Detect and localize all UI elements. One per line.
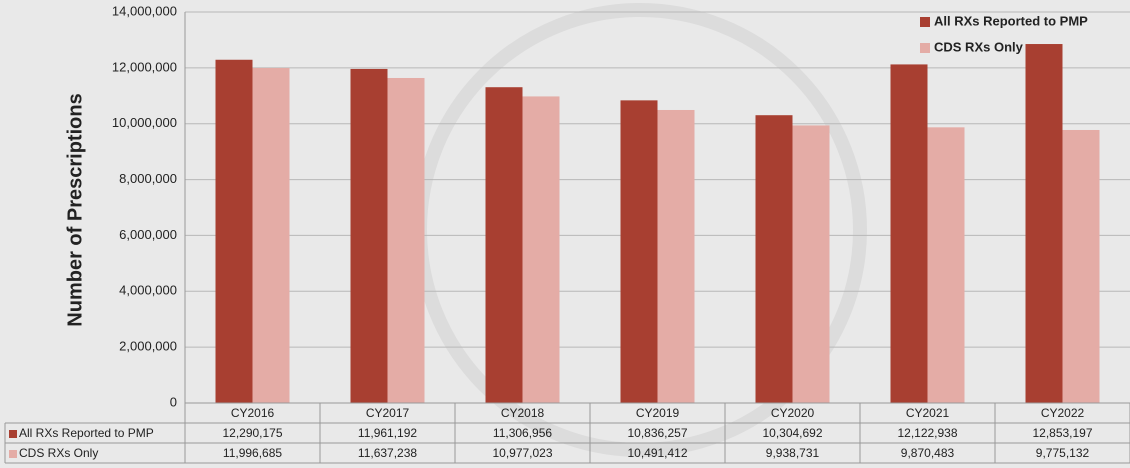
bar [1025,44,1063,404]
bar [927,127,965,403]
legend-key [920,43,930,53]
y-tick-label: 6,000,000 [119,227,177,242]
bar [657,109,695,403]
data-label: 10,977,023 [492,446,552,460]
legend-key [920,17,930,27]
bar [215,59,253,404]
data-label: 12,122,938 [897,426,957,440]
bar [890,64,928,404]
y-tick-label: 0 [170,394,177,409]
table-legend-key [9,430,17,438]
data-label: 9,870,483 [901,446,955,460]
bar [620,100,658,403]
table-row-header: All RXs Reported to PMP [19,426,154,440]
data-label: 9,775,132 [1036,446,1090,460]
bar [755,115,793,403]
data-label: 9,938,731 [766,446,820,460]
data-label: 11,996,685 [223,446,282,460]
y-tick-label: 10,000,000 [112,115,177,130]
legend-label: All RXs Reported to PMP [934,13,1088,28]
table-row-header: CDS RXs Only [19,446,98,460]
bar [485,87,523,403]
data-label: 11,961,192 [358,426,417,440]
x-tick-label: CY2020 [771,406,815,420]
legend-label: CDS RXs Only [934,39,1024,54]
y-tick-label: 8,000,000 [119,171,177,186]
y-tick-label: 12,000,000 [112,59,177,74]
y-tick-label: 4,000,000 [119,283,177,298]
x-tick-label: CY2017 [366,406,410,420]
data-label: 11,306,956 [493,426,552,440]
y-tick-label: 14,000,000 [112,3,177,18]
data-label: 12,290,175 [222,426,282,440]
data-label: 11,637,238 [358,446,417,460]
x-tick-label: CY2022 [1041,406,1085,420]
y-axis-label: Number of Prescriptions [64,93,86,326]
data-label: 10,491,412 [627,446,687,460]
table-legend-key [9,450,17,458]
bar [350,68,388,404]
data-label: 10,304,692 [762,426,822,440]
x-tick-label: CY2018 [501,406,545,420]
bar [252,67,290,404]
x-tick-label: CY2021 [906,406,950,420]
bar [1062,129,1100,404]
data-label: 10,836,257 [627,426,687,440]
bar [792,125,830,403]
bar [522,96,560,403]
data-label: 12,853,197 [1032,426,1092,440]
y-tick-label: 2,000,000 [119,339,177,354]
x-tick-label: CY2016 [231,406,275,420]
bar [387,77,425,404]
x-tick-label: CY2019 [636,406,680,420]
